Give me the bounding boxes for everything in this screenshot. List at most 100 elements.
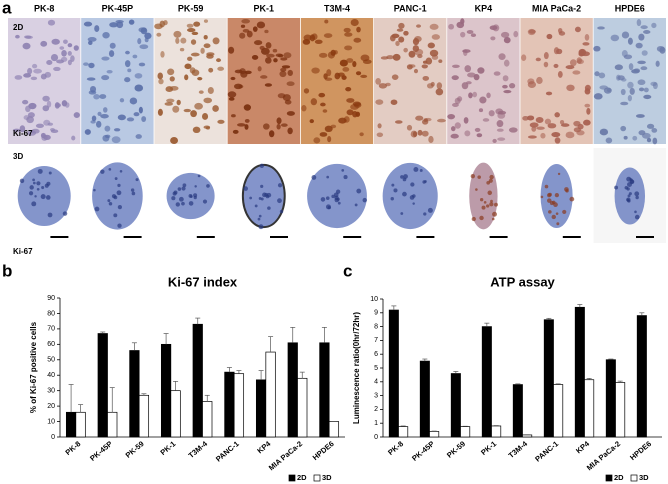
- nucleus: [284, 99, 292, 105]
- nucleus: [109, 22, 119, 28]
- nucleus: [324, 125, 333, 133]
- nucleus: [318, 52, 328, 58]
- nucleus: [71, 135, 76, 141]
- nucleus: [528, 29, 536, 34]
- nucleus: [266, 53, 275, 58]
- scale-bar: [343, 236, 362, 238]
- stain-label: Ki-67: [13, 129, 33, 138]
- nucleus: [503, 59, 510, 67]
- spheroid: [92, 162, 143, 230]
- error-bar: [173, 381, 179, 391]
- x-tick-label: PK-45P: [410, 439, 436, 463]
- nucleus: [188, 193, 193, 198]
- nucleus: [47, 212, 53, 218]
- nucleus: [325, 204, 331, 210]
- nucleus: [350, 104, 359, 110]
- nucleus: [40, 194, 46, 200]
- nucleus: [190, 110, 197, 118]
- nucleus: [412, 194, 416, 198]
- nucleus: [23, 73, 32, 78]
- nucleus: [547, 198, 552, 203]
- nucleus: [22, 99, 29, 105]
- nucleus: [466, 30, 474, 34]
- cell-line-label: PK-8: [34, 3, 55, 13]
- nucleus: [177, 187, 182, 191]
- nucleus: [190, 52, 200, 57]
- nucleus: [502, 84, 508, 89]
- nucleus: [114, 177, 118, 180]
- nucleus: [119, 170, 123, 173]
- nucleus: [634, 214, 640, 220]
- panel-label: a: [2, 0, 12, 17]
- nucleus: [192, 126, 201, 133]
- nucleus: [108, 167, 112, 171]
- nucleus: [408, 64, 416, 68]
- nucleus: [548, 192, 552, 197]
- nucleus: [346, 109, 354, 116]
- nucleus: [200, 47, 205, 54]
- nucleus: [413, 167, 419, 172]
- nucleus: [260, 47, 270, 55]
- y-tick-label: 10: [370, 296, 378, 303]
- nucleus: [61, 50, 67, 57]
- nucleus: [60, 56, 68, 62]
- nucleus: [107, 199, 111, 203]
- nucleus: [50, 53, 59, 62]
- nucleus: [341, 75, 347, 80]
- nucleus: [554, 137, 561, 144]
- legend-label: 2D: [614, 473, 624, 482]
- nucleus: [638, 87, 645, 92]
- nucleus: [536, 76, 543, 84]
- error-bar: [290, 326, 296, 343]
- nucleus: [176, 99, 181, 106]
- nucleus: [117, 114, 126, 121]
- nucleus: [497, 112, 506, 119]
- nucleus: [460, 31, 466, 38]
- nucleus: [330, 124, 337, 129]
- nucleus: [187, 56, 193, 62]
- bar: [491, 425, 502, 438]
- nucleus: [30, 76, 38, 81]
- nucleus: [42, 95, 50, 102]
- nucleus: [553, 202, 558, 208]
- nucleus: [41, 186, 45, 190]
- nucleus: [502, 75, 509, 82]
- nucleus: [389, 34, 396, 42]
- nucleus: [603, 87, 612, 94]
- bar: [224, 371, 235, 438]
- nucleus: [386, 55, 394, 60]
- nucleus: [620, 88, 626, 96]
- nucleus: [569, 59, 577, 67]
- nucleus: [403, 30, 409, 36]
- nucleus: [47, 19, 56, 26]
- nucleus: [283, 52, 292, 59]
- nucleus: [100, 169, 105, 174]
- nucleus: [551, 131, 561, 138]
- nucleus: [323, 73, 328, 80]
- nucleus: [438, 59, 443, 64]
- x-tick-label: PK-8: [386, 439, 405, 457]
- nucleus: [488, 110, 495, 117]
- error-bar: [68, 384, 74, 413]
- y-tick-label: 0: [51, 434, 55, 441]
- nucleus: [28, 102, 37, 110]
- nucleus: [28, 191, 34, 196]
- nucleus: [73, 112, 80, 118]
- bar: [615, 382, 626, 438]
- cell-line-label: PANC-1: [394, 3, 427, 13]
- nucleus: [330, 49, 336, 56]
- nucleus: [452, 102, 459, 107]
- nucleus: [227, 91, 237, 98]
- nucleus: [83, 62, 89, 66]
- nucleus: [646, 123, 655, 129]
- nucleus: [457, 96, 463, 102]
- nucleus: [417, 129, 423, 136]
- nucleus: [464, 65, 472, 73]
- nucleus: [423, 212, 427, 216]
- nucleus: [513, 30, 519, 38]
- nucleus: [267, 206, 271, 210]
- nucleus: [124, 77, 131, 83]
- nucleus: [25, 35, 33, 40]
- nucleus: [375, 99, 384, 105]
- nucleus: [463, 117, 469, 124]
